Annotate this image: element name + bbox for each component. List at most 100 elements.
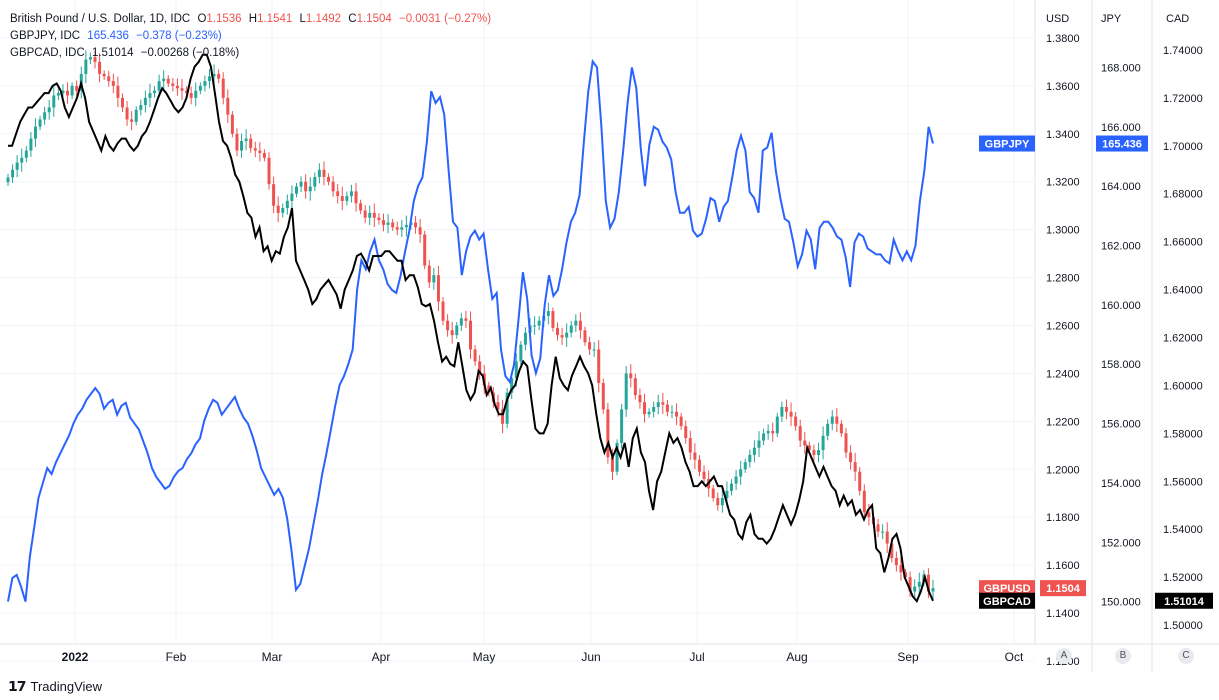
gbpusd-last-label: GBPUSD 1.1504 — [979, 580, 1086, 597]
candle-body — [455, 325, 459, 336]
candle-body — [15, 162, 19, 170]
footer[interactable]: 𝟭𝟳 TradingView — [8, 678, 102, 695]
usd-axis-label: USD — [1046, 13, 1069, 25]
tradingview-logo-icon: 𝟭𝟳 — [8, 678, 27, 694]
cad-tick-label: 1.64000 — [1163, 285, 1203, 297]
cad-tick-label: 1.56000 — [1163, 476, 1203, 488]
candle-body — [281, 208, 285, 213]
candle-body — [739, 469, 743, 477]
cad-axis-label: CAD — [1166, 13, 1189, 25]
x-tick-label: Jul — [689, 650, 704, 664]
candle-body — [757, 440, 761, 448]
candle-body — [464, 318, 468, 321]
cad-tick-label: 1.62000 — [1163, 333, 1203, 345]
candle-body — [565, 332, 569, 338]
candle-body — [876, 524, 880, 532]
candle-body — [29, 138, 33, 151]
cad-tick-label: 1.66000 — [1163, 237, 1203, 249]
gbpcad-name-tag — [979, 592, 1035, 609]
candle-body — [368, 212, 372, 218]
candle-body — [331, 181, 335, 192]
candle-body — [519, 344, 523, 362]
candle-body — [752, 447, 756, 455]
scale-button-a[interactable]: A — [1056, 648, 1072, 664]
candle-body — [304, 181, 308, 192]
candle-body — [450, 330, 454, 336]
usd-tick-label: 1.1600 — [1046, 560, 1080, 572]
candle-body — [766, 430, 770, 434]
candle-body — [111, 81, 115, 86]
gbpjpy-value-tag — [1096, 135, 1148, 152]
jpy-tick-label: 156.000 — [1101, 419, 1141, 431]
candle-body — [574, 320, 578, 326]
candle-body — [258, 150, 262, 153]
candle-body — [908, 577, 912, 592]
jpy-tick-label: 150.000 — [1101, 597, 1141, 609]
usd-tick-label: 1.3600 — [1046, 81, 1080, 93]
gbpusd-value-tag — [1040, 580, 1086, 597]
candle-body — [501, 409, 505, 424]
candle-body — [743, 462, 747, 470]
jpy-tick-label: 168.000 — [1101, 62, 1141, 74]
candle-body — [826, 423, 830, 436]
candle-body — [276, 205, 280, 213]
candle-body — [143, 97, 147, 106]
gbpjpy-value-text: 165.436 — [1102, 139, 1142, 151]
candle-body — [185, 90, 189, 94]
grid-lines — [0, 0, 1219, 672]
candle-body — [400, 227, 404, 230]
candle-body — [75, 85, 79, 91]
candle-body — [583, 330, 587, 343]
usd-tick-label: 1.1800 — [1046, 512, 1080, 524]
candle-body — [395, 227, 399, 230]
candle-body — [711, 488, 715, 499]
candle-body — [43, 112, 47, 120]
candle-body — [290, 193, 294, 201]
candle-body — [588, 342, 592, 350]
scale-button-b[interactable]: B — [1115, 648, 1131, 664]
candle-body — [285, 200, 289, 209]
candle-body — [359, 203, 363, 211]
candle-body — [313, 176, 317, 187]
candle-body — [505, 392, 509, 424]
scale-button-c[interactable]: C — [1178, 648, 1194, 664]
x-tick-label: 2022 — [62, 650, 89, 664]
candle-body — [56, 93, 60, 96]
candle-body — [913, 586, 917, 592]
candle-body — [226, 97, 230, 115]
candle-body — [175, 85, 179, 89]
candle-body — [624, 373, 628, 410]
candle-body — [33, 126, 37, 139]
candle-body — [849, 452, 853, 463]
usd-tick-label: 1.3400 — [1046, 129, 1080, 141]
candle-body — [363, 210, 367, 218]
price-axes[interactable]: 1.3800 1.3600 1.3400 1.3200 1.3000 1.2800 1.26… — [1046, 13, 1203, 668]
candle-body — [917, 581, 921, 587]
usd-tick-label: 1.2400 — [1046, 368, 1080, 380]
x-tick-label: Apr — [372, 650, 391, 664]
candle-body — [638, 395, 642, 403]
candle-body — [148, 93, 152, 98]
cad-tick-label: 1.54000 — [1163, 524, 1203, 536]
candle-body — [153, 90, 157, 94]
candle-body — [656, 402, 660, 407]
legend-open: 1.1536 — [206, 13, 242, 25]
candle-body — [70, 85, 74, 96]
legend-gbpusd: British Pound / U.S. Dollar, 1D, IDC O1.… — [10, 11, 495, 28]
candle-body — [844, 433, 848, 453]
candle-body — [240, 141, 244, 151]
candle-body — [931, 588, 935, 592]
usd-tick-label: 1.2200 — [1046, 416, 1080, 428]
jpy-tick-label: 160.000 — [1101, 300, 1141, 312]
time-axis[interactable]: 2022 Feb Mar Apr May Jun Jul Aug Sep Oct — [62, 650, 1024, 664]
gbpjpy-name-tag — [979, 135, 1035, 152]
candle-body — [569, 325, 573, 333]
gbpusd-name-tag — [979, 580, 1035, 597]
candle-body — [894, 557, 898, 566]
candle-body — [496, 402, 500, 410]
gbpcad-line — [8, 53, 934, 603]
candle-body — [679, 416, 683, 427]
candle-body — [20, 157, 24, 163]
legend-gbpcad-last: 1.51014 — [91, 47, 134, 59]
